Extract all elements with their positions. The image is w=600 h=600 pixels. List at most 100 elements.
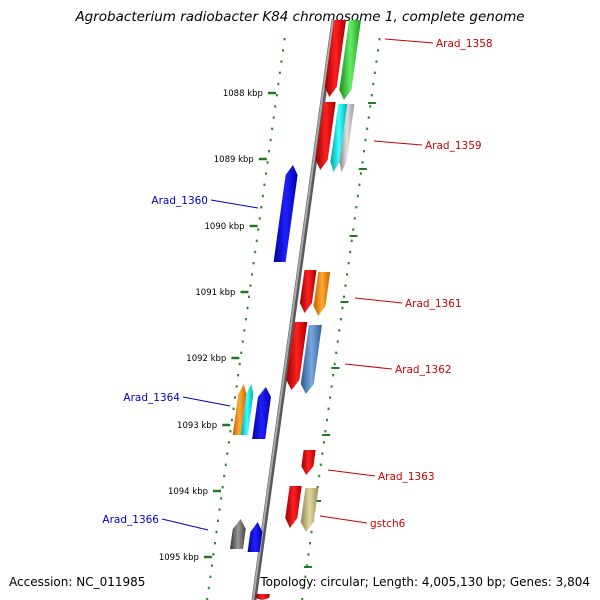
gene-arrow <box>313 272 331 316</box>
guide-dot <box>255 239 258 242</box>
guide-dot <box>229 430 232 433</box>
guide-dot <box>376 49 379 52</box>
label-leader-line <box>354 297 403 304</box>
guide-dot <box>269 138 272 142</box>
label-leader-line <box>161 518 209 531</box>
guide-dot <box>324 430 327 433</box>
guide-dot <box>223 474 226 478</box>
label-leader-line <box>384 38 434 44</box>
guide-dot <box>308 542 311 545</box>
guide-dot <box>272 116 275 119</box>
label-leader-line <box>210 199 259 209</box>
tick-label: 1092 kbp <box>186 354 226 364</box>
guide-dot <box>224 463 227 466</box>
guide-dot <box>226 452 229 455</box>
guide-dot <box>235 385 238 388</box>
guide-dot <box>213 542 216 545</box>
guide-dot <box>316 486 319 489</box>
guide-dot <box>209 575 212 578</box>
guide-dot <box>247 295 250 298</box>
guide-dot <box>346 273 349 276</box>
accession-text: Accession: NC_011985 <box>9 575 146 589</box>
guide-dot <box>364 138 367 142</box>
label-leader-line <box>344 363 393 370</box>
guide-dot <box>281 49 284 52</box>
gene-arrow <box>232 384 247 435</box>
guide-dot <box>375 60 378 63</box>
guide-dot <box>307 553 310 556</box>
guide-dot <box>243 329 246 332</box>
guide-dot <box>353 217 356 220</box>
genome-summary-text: Topology: circular; Length: 4,005,130 bp… <box>260 575 590 589</box>
guide-dot <box>329 396 332 399</box>
gene-label: Arad_1361 <box>405 298 462 310</box>
guide-dot <box>207 586 210 590</box>
guide-dot <box>227 441 230 444</box>
label-leader-line <box>319 515 368 524</box>
guide-dot <box>363 150 366 153</box>
guide-dot <box>352 228 355 231</box>
guide-dot <box>268 150 271 153</box>
guide-dot <box>240 351 243 354</box>
guide-dot <box>327 407 330 410</box>
guide-dot <box>338 329 341 332</box>
guide-dot <box>261 194 264 198</box>
guide-dot <box>251 273 254 276</box>
tick-label: 1091 kbp <box>195 288 235 298</box>
gene-arrow <box>300 325 322 394</box>
gene-label: Arad_1358 <box>436 38 493 50</box>
track-guides <box>206 38 381 600</box>
guide-dot <box>366 127 369 130</box>
gene-arrow <box>339 20 361 100</box>
gene-arrow <box>255 594 270 600</box>
guide-dot <box>280 60 283 63</box>
guide-dot <box>367 116 370 119</box>
guide-dot <box>349 250 352 254</box>
gene-arrow <box>330 104 348 172</box>
gene-arrow <box>301 450 316 475</box>
gene-arrow <box>315 102 336 170</box>
tick-label: 1093 kbp <box>177 421 217 431</box>
guide-dot <box>325 418 328 422</box>
tick-label: 1090 kbp <box>205 222 245 232</box>
guide-dot <box>370 94 373 97</box>
guide-dot <box>341 306 344 310</box>
guide-dot <box>342 295 345 298</box>
guide-dot <box>332 374 335 377</box>
guide-dot <box>244 318 247 321</box>
guide-dot <box>369 105 372 108</box>
guide-dot <box>318 474 321 478</box>
guide-dot <box>275 94 278 97</box>
guide-dot <box>356 194 359 198</box>
gene-labels: Arad_1358 Arad_1359 Arad_1360 Arad_1361 Arad… <box>102 38 493 531</box>
guide-dot <box>339 318 342 321</box>
guide-dot <box>373 71 376 74</box>
gene-label: Arad_1364 <box>123 392 180 404</box>
guide-dot <box>302 586 305 590</box>
guide-dot <box>254 250 257 254</box>
guide-dot <box>336 340 339 343</box>
guide-dot <box>241 340 244 343</box>
guide-dot <box>319 463 322 466</box>
guide-dot <box>330 385 333 388</box>
gene-label: Arad_1362 <box>395 364 452 376</box>
gene-arrow <box>299 270 317 313</box>
guide-dot <box>266 161 269 164</box>
guide-dot <box>264 172 267 175</box>
guide-dot <box>238 362 241 366</box>
tick-label: 1089 kbp <box>214 155 254 165</box>
guide-dot <box>322 441 325 444</box>
guide-dot <box>310 530 313 534</box>
map-title: Agrobacterium radiobacter K84 chromosome… <box>75 9 525 25</box>
guide-dot <box>234 396 237 399</box>
gene-label: Arad_1363 <box>378 471 435 483</box>
guide-dot <box>333 362 336 366</box>
guide-dot <box>358 183 361 186</box>
guide-dot <box>335 351 338 354</box>
gene-arrow <box>300 488 319 532</box>
tick-label: 1094 kbp <box>168 487 208 497</box>
guide-dot <box>212 553 215 556</box>
guide-dot <box>347 262 350 265</box>
guide-dot <box>359 172 362 175</box>
guide-dot <box>206 598 209 600</box>
